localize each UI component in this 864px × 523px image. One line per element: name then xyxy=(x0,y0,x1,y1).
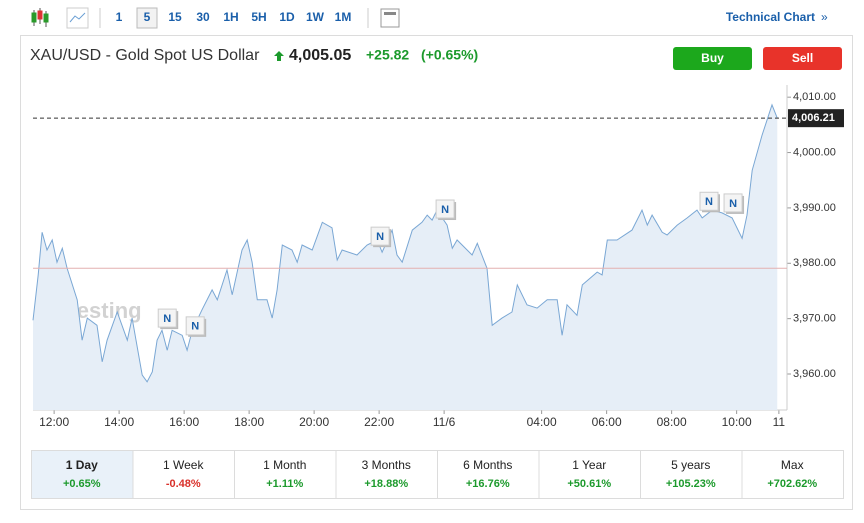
interval[interactable]: 5H xyxy=(251,10,266,24)
news-marker-label: N xyxy=(441,204,449,216)
last-price-box xyxy=(788,109,844,128)
x-tick-label: 11 xyxy=(773,415,786,429)
news-marker[interactable] xyxy=(435,199,455,219)
period-change: +18.88% xyxy=(364,478,408,490)
news-marker-label: N xyxy=(376,231,384,243)
x-tick-label: 08:00 xyxy=(657,415,687,429)
technical-chart-link[interactable]: Technical Chart xyxy=(726,10,815,24)
x-tick-label: 11/6 xyxy=(433,415,456,429)
interval[interactable]: 5 xyxy=(144,10,151,24)
x-tick-label: 22:00 xyxy=(364,415,394,429)
x-tick-label: 04:00 xyxy=(527,415,557,429)
x-tick-label: 20:00 xyxy=(299,415,329,429)
period-label: 3 Months xyxy=(362,458,411,472)
news-marker-label: N xyxy=(191,321,199,333)
period-label: 5 years xyxy=(671,458,710,472)
period-cell[interactable] xyxy=(741,450,844,499)
panel-border xyxy=(20,35,853,510)
period-change: +50.61% xyxy=(567,478,611,490)
news-marker[interactable] xyxy=(723,193,743,213)
period-cell[interactable] xyxy=(132,450,235,499)
x-tick-label: 12:00 xyxy=(39,415,69,429)
news-marker[interactable] xyxy=(185,316,205,336)
period-change: +16.76% xyxy=(466,478,510,490)
interval[interactable]: 1 xyxy=(116,10,123,24)
interval[interactable]: 30 xyxy=(196,10,210,24)
period-label: Max xyxy=(781,458,804,472)
x-tick-label: 14:00 xyxy=(104,415,134,429)
layout-icon[interactable] xyxy=(380,8,400,28)
x-tick-label: 06:00 xyxy=(592,415,622,429)
interval[interactable]: 1M xyxy=(335,10,352,24)
line-icon-glyph xyxy=(69,12,86,23)
news-marker-label: N xyxy=(705,196,713,208)
y-tick-label: 4,000.00 xyxy=(793,146,836,158)
change-pct: (+0.65%) xyxy=(421,47,478,63)
interval[interactable]: 1W xyxy=(306,10,325,24)
interval[interactable]: 1H xyxy=(223,10,238,24)
period-label: 6 Months xyxy=(463,458,512,472)
period-change: +105.23% xyxy=(666,478,716,490)
x-tick-label: 18:00 xyxy=(234,415,264,429)
period-label: 1 Day xyxy=(66,458,98,472)
price: 4,005.05 xyxy=(289,47,351,64)
up-arrow xyxy=(274,51,284,61)
candle-icon[interactable] xyxy=(31,8,49,27)
layout-icon-glyph xyxy=(384,12,396,15)
period-change: +702.62% xyxy=(767,478,817,490)
buy-button[interactable] xyxy=(673,47,752,70)
news-marker-label: N xyxy=(163,313,171,325)
last-price-label: 4,006.21 xyxy=(792,112,835,124)
y-tick-label: 4,010.00 xyxy=(793,91,836,103)
period-cell[interactable] xyxy=(437,450,540,499)
x-tick-label: 10:00 xyxy=(722,415,752,429)
period-label: 1 Month xyxy=(263,458,306,472)
symbol: XAU/USD - Gold Spot US Dollar xyxy=(30,47,260,64)
news-marker[interactable] xyxy=(157,308,177,328)
x-tick-label: 16:00 xyxy=(169,415,199,429)
period-cell[interactable] xyxy=(538,450,641,499)
interval[interactable]: 15 xyxy=(168,10,182,24)
period-cell[interactable] xyxy=(31,450,134,499)
news-marker-label: N xyxy=(729,198,737,210)
news-marker[interactable] xyxy=(699,191,719,211)
y-tick-label: 3,960.00 xyxy=(793,368,836,380)
area xyxy=(33,104,778,411)
interval[interactable]: 1D xyxy=(279,10,295,24)
period-change: +0.65% xyxy=(63,478,101,490)
period-label: 1 Week xyxy=(163,458,204,472)
y-tick-label: 3,970.00 xyxy=(793,313,836,325)
period-cell[interactable] xyxy=(335,450,438,499)
sell-button[interactable] xyxy=(763,47,842,70)
link-arrow: » xyxy=(821,10,828,24)
interval-active xyxy=(136,7,158,29)
buy-label: Buy xyxy=(701,51,724,65)
sell-label: Sell xyxy=(792,51,813,65)
period-label: 1 Year xyxy=(572,458,606,472)
change: +25.82 xyxy=(366,47,409,63)
news-marker[interactable] xyxy=(370,226,390,246)
period-change: +1.11% xyxy=(266,478,303,490)
y-tick-label: 3,980.00 xyxy=(793,257,836,269)
period-change: -0.48% xyxy=(166,478,201,490)
y-tick-label: 3,990.00 xyxy=(793,202,836,214)
